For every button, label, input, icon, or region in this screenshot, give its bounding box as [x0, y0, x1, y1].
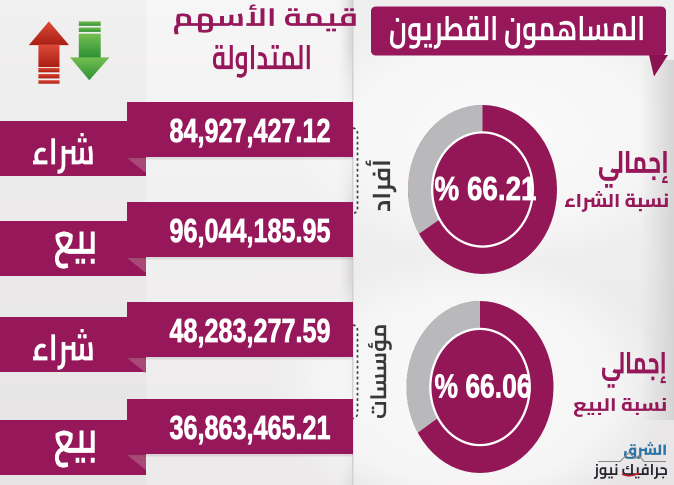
svg-text:% 66.06: % 66.06: [435, 368, 532, 405]
svg-text:84,927,427.12: 84,927,427.12: [170, 112, 331, 149]
svg-text:96,044,185.95: 96,044,185.95: [170, 212, 331, 249]
svg-text:48,283,277.59: 48,283,277.59: [170, 312, 331, 349]
svg-text:36,863,465.21: 36,863,465.21: [170, 409, 331, 446]
svg-text:% 66.21: % 66.21: [435, 170, 537, 207]
